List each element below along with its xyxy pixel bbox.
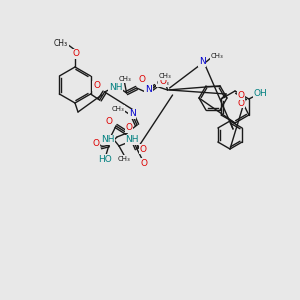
Text: CH₃: CH₃	[54, 38, 68, 47]
Text: CH₃: CH₃	[118, 76, 131, 82]
Text: OH: OH	[254, 89, 268, 98]
Text: O: O	[92, 139, 100, 148]
Text: O: O	[140, 158, 148, 167]
Text: CH₃: CH₃	[156, 80, 169, 86]
Text: O: O	[237, 91, 244, 100]
Text: N: N	[145, 85, 152, 94]
Text: NH: NH	[101, 136, 115, 145]
Text: N: N	[199, 58, 206, 67]
Text: NH: NH	[125, 136, 139, 145]
Text: O: O	[125, 124, 133, 133]
Text: O: O	[140, 145, 146, 154]
Text: NH: NH	[109, 83, 122, 92]
Text: CH₃: CH₃	[158, 73, 171, 79]
Text: O: O	[106, 118, 112, 127]
Text: CH₃: CH₃	[118, 156, 130, 162]
Text: N: N	[129, 110, 135, 118]
Text: O: O	[73, 50, 80, 58]
Text: O: O	[138, 76, 145, 85]
Text: CH₃: CH₃	[112, 106, 124, 112]
Text: HO: HO	[98, 154, 112, 164]
Text: CH₃: CH₃	[211, 53, 224, 59]
Text: O: O	[93, 82, 100, 91]
Text: O: O	[237, 98, 244, 107]
Text: O: O	[159, 77, 166, 86]
